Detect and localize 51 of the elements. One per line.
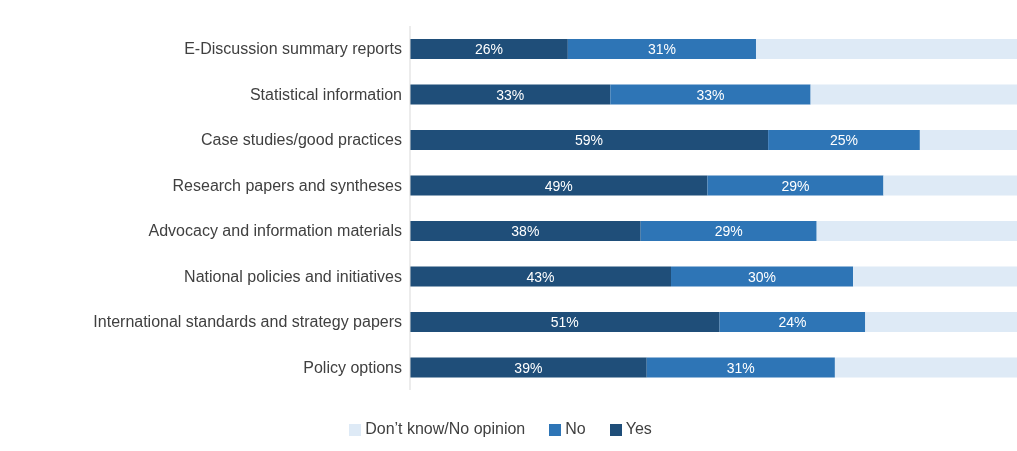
bar bbox=[646, 357, 835, 378]
bar bbox=[567, 39, 756, 59]
legend-label: Don’t know/No opinion bbox=[365, 420, 526, 437]
bar bbox=[671, 266, 854, 287]
bar bbox=[865, 312, 1017, 332]
data-label: 38% bbox=[511, 223, 540, 239]
bar bbox=[410, 312, 720, 332]
data-label: 33% bbox=[496, 86, 525, 103]
bar bbox=[640, 221, 817, 241]
bar bbox=[755, 39, 1017, 59]
y-tick-label: Advocacy and information materials bbox=[148, 222, 402, 240]
bar bbox=[816, 221, 1017, 241]
bar bbox=[410, 221, 641, 241]
y-tick-label: Research papers and syntheses bbox=[172, 176, 402, 194]
data-label: 30% bbox=[748, 268, 777, 285]
data-label: 24% bbox=[778, 314, 807, 330]
data-label: 49% bbox=[544, 177, 573, 194]
bar bbox=[834, 357, 1017, 378]
y-tick-label: Policy options bbox=[303, 358, 402, 376]
bar bbox=[410, 39, 568, 59]
data-label: 43% bbox=[526, 268, 555, 285]
data-label: 39% bbox=[514, 359, 543, 376]
legend-label: Yes bbox=[625, 420, 652, 437]
legend-label: No bbox=[565, 420, 586, 437]
bar bbox=[883, 175, 1017, 196]
bar bbox=[719, 312, 866, 332]
bar bbox=[853, 266, 1017, 287]
y-tick-label: E-Discussion summary reports bbox=[184, 40, 402, 58]
data-label: 59% bbox=[575, 132, 604, 148]
y-tick-label: Statistical information bbox=[249, 85, 402, 103]
data-label: 26% bbox=[474, 41, 503, 57]
data-label: 51% bbox=[550, 314, 579, 330]
bar bbox=[610, 84, 811, 105]
data-label: 31% bbox=[726, 359, 755, 376]
y-tick-label: National policies and initiatives bbox=[184, 267, 402, 285]
bar bbox=[768, 130, 920, 150]
bar bbox=[707, 175, 884, 196]
data-label: 29% bbox=[781, 177, 810, 194]
bar bbox=[810, 84, 1017, 105]
y-tick-label: International standards and strategy papers bbox=[93, 313, 402, 331]
bar bbox=[410, 266, 672, 287]
data-label: 31% bbox=[647, 41, 676, 57]
bar bbox=[919, 130, 1017, 150]
bar bbox=[410, 357, 647, 378]
y-tick-label: Case studies/good practices bbox=[201, 131, 402, 149]
data-label: 29% bbox=[714, 223, 743, 239]
data-label: 33% bbox=[696, 86, 725, 103]
bar bbox=[410, 84, 611, 105]
bar bbox=[410, 175, 708, 196]
bar bbox=[410, 130, 769, 150]
data-label: 25% bbox=[829, 132, 859, 148]
